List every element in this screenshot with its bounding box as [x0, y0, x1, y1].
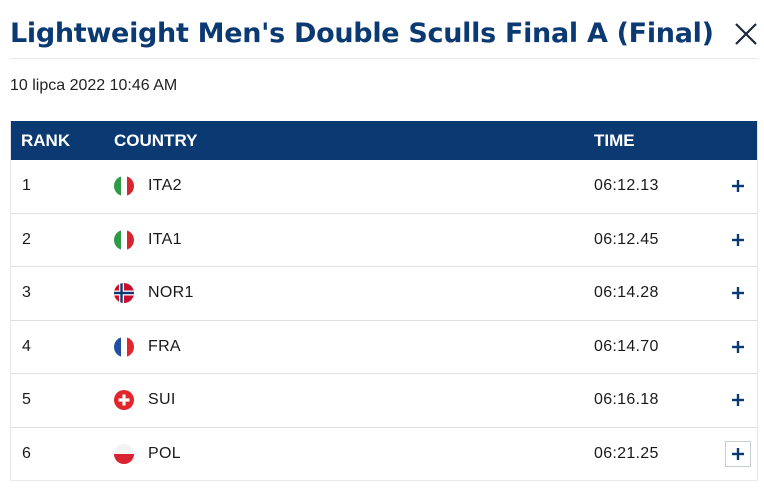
time-cell: 06:12.45: [594, 230, 659, 248]
country-code: ITA1: [148, 230, 182, 248]
italy-flag-icon: [114, 176, 134, 197]
country-cell: NOR1: [114, 283, 594, 304]
table-row: 1 ITA2 06:12.13: [11, 160, 757, 214]
country-code: NOR1: [148, 284, 194, 302]
rank-column-header: RANK: [21, 130, 71, 150]
expand-row-button[interactable]: [725, 440, 751, 467]
rank-cell: 2: [22, 230, 31, 248]
race-timestamp: 10 lipca 2022 10:46 AM: [10, 77, 178, 94]
switzerland-flag-icon: [114, 390, 134, 411]
country-code: FRA: [148, 337, 181, 355]
close-icon: [735, 23, 757, 45]
rank-cell: 1: [22, 177, 31, 195]
expand-row-button[interactable]: [725, 334, 751, 360]
page-title: Lightweight Men's Double Sculls Final A …: [10, 18, 714, 49]
table-row: 6 POL 06:21.25: [11, 428, 757, 481]
expand-row-button[interactable]: [725, 173, 751, 199]
plus-icon: [732, 180, 744, 193]
close-button[interactable]: [730, 18, 762, 50]
expand-row-button[interactable]: [725, 227, 751, 253]
expand-row-button[interactable]: [725, 387, 751, 413]
table-row: 3 NOR1 06:14.28: [11, 267, 757, 321]
time-cell: 06:14.70: [594, 337, 659, 355]
rank-cell: 5: [22, 391, 31, 409]
country-code: SUI: [148, 391, 176, 409]
rank-cell: 4: [22, 337, 31, 355]
table-header: RANK COUNTRY TIME: [11, 121, 757, 160]
title-divider: [10, 58, 758, 59]
plus-icon: [732, 447, 744, 460]
country-cell: SUI: [114, 390, 594, 411]
time-cell: 06:12.13: [594, 177, 659, 195]
time-cell: 06:16.18: [594, 391, 659, 409]
rank-cell: 6: [22, 444, 31, 462]
table-row: 2 ITA1 06:12.45: [11, 214, 757, 267]
rank-cell: 3: [22, 284, 31, 302]
country-cell: ITA2: [114, 176, 594, 197]
plus-icon: [732, 287, 744, 300]
plus-icon: [732, 394, 744, 407]
results-table: RANK COUNTRY TIME 1 ITA2 06:12.13 2 ITA1: [10, 121, 758, 481]
country-cell: FRA: [114, 336, 594, 357]
poland-flag-icon: [114, 443, 134, 464]
time-cell: 06:21.25: [594, 444, 659, 462]
country-column-header: COUNTRY: [114, 130, 198, 150]
table-row: 5 SUI 06:16.18: [11, 374, 757, 428]
table-row: 4 FRA 06:14.70: [11, 321, 757, 374]
time-cell: 06:14.28: [594, 284, 659, 302]
country-cell: ITA1: [114, 229, 594, 250]
country-code: ITA2: [148, 177, 182, 195]
country-cell: POL: [114, 443, 594, 464]
norway-flag-icon: [114, 283, 134, 304]
expand-row-button[interactable]: [725, 280, 751, 306]
time-column-header: TIME: [594, 130, 635, 150]
italy-flag-icon: [114, 229, 134, 250]
france-flag-icon: [114, 336, 134, 357]
plus-icon: [732, 233, 744, 246]
country-code: POL: [148, 444, 181, 462]
plus-icon: [732, 340, 744, 353]
